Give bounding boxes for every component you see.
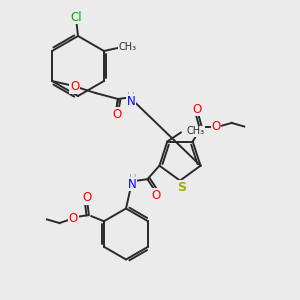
Text: H: H (127, 92, 135, 102)
Text: N: N (128, 178, 137, 191)
Text: N: N (127, 94, 135, 108)
Text: O: O (83, 191, 92, 204)
Text: S: S (177, 181, 186, 194)
Text: CH₃: CH₃ (186, 126, 204, 136)
Text: O: O (193, 103, 202, 116)
Text: H: H (129, 174, 136, 184)
Text: O: O (151, 189, 160, 202)
Text: O: O (112, 107, 121, 121)
Text: O: O (212, 120, 221, 133)
Text: O: O (70, 80, 79, 94)
Text: O: O (69, 212, 78, 225)
Text: CH₃: CH₃ (119, 42, 137, 52)
Text: Cl: Cl (71, 11, 82, 24)
